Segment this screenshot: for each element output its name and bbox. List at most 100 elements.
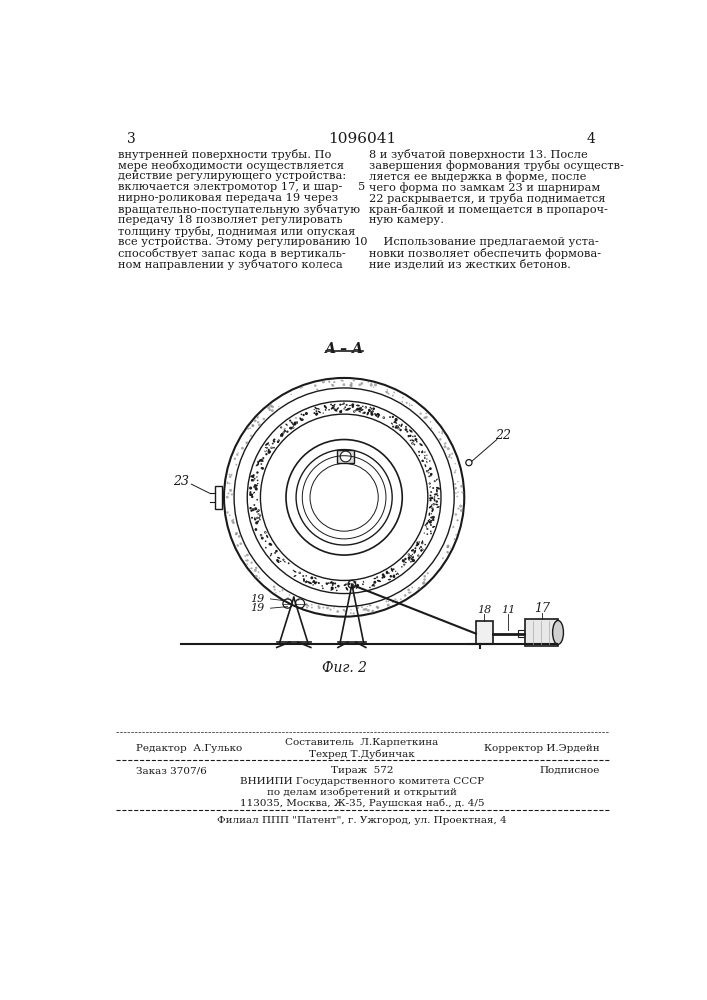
- Ellipse shape: [324, 405, 327, 409]
- Text: ние изделий из жестких бетонов.: ние изделий из жестких бетонов.: [369, 259, 571, 269]
- Circle shape: [254, 507, 257, 510]
- Circle shape: [455, 487, 457, 489]
- Circle shape: [261, 467, 264, 470]
- Circle shape: [273, 447, 275, 449]
- Circle shape: [368, 409, 370, 411]
- Ellipse shape: [395, 421, 397, 424]
- Text: мере необходимости осуществляется: мере необходимости осуществляется: [118, 160, 344, 171]
- Ellipse shape: [299, 417, 302, 421]
- Circle shape: [238, 535, 240, 538]
- Ellipse shape: [280, 433, 283, 437]
- Ellipse shape: [332, 405, 335, 407]
- Text: 11: 11: [501, 605, 515, 615]
- Text: Подписное: Подписное: [539, 766, 600, 775]
- Ellipse shape: [259, 460, 263, 462]
- Circle shape: [368, 604, 371, 606]
- Circle shape: [226, 511, 228, 514]
- Circle shape: [235, 534, 237, 535]
- Ellipse shape: [314, 577, 317, 579]
- Text: 113035, Москва, Ж-35, Раушская наб., д. 4/5: 113035, Москва, Ж-35, Раушская наб., д. …: [240, 798, 484, 808]
- Ellipse shape: [257, 513, 259, 515]
- Circle shape: [430, 495, 431, 496]
- Text: 17: 17: [534, 602, 550, 615]
- Circle shape: [454, 538, 455, 540]
- Ellipse shape: [436, 487, 440, 490]
- Circle shape: [302, 386, 303, 388]
- Circle shape: [410, 591, 411, 593]
- Circle shape: [313, 582, 315, 583]
- Ellipse shape: [289, 427, 291, 429]
- Circle shape: [231, 520, 234, 522]
- Circle shape: [457, 481, 459, 482]
- Ellipse shape: [416, 543, 419, 546]
- Circle shape: [363, 412, 366, 414]
- Circle shape: [457, 508, 460, 510]
- Text: способствует запас кода в вертикаль-: способствует запас кода в вертикаль-: [118, 248, 346, 259]
- Circle shape: [455, 488, 457, 490]
- Circle shape: [246, 554, 249, 556]
- Circle shape: [339, 404, 341, 406]
- Ellipse shape: [426, 461, 428, 463]
- Circle shape: [457, 520, 458, 521]
- Text: Составитель  Л.Карпеткина: Составитель Л.Карпеткина: [286, 738, 438, 747]
- Circle shape: [400, 598, 402, 600]
- Circle shape: [270, 544, 272, 546]
- Circle shape: [330, 404, 332, 405]
- Circle shape: [408, 592, 410, 594]
- Circle shape: [351, 406, 354, 408]
- Circle shape: [358, 383, 361, 386]
- Circle shape: [429, 467, 432, 470]
- Circle shape: [268, 449, 269, 450]
- Circle shape: [250, 561, 253, 564]
- Circle shape: [228, 493, 230, 494]
- Text: Заказ 3707/6: Заказ 3707/6: [136, 766, 207, 775]
- Circle shape: [370, 413, 373, 416]
- Ellipse shape: [250, 511, 252, 512]
- Ellipse shape: [414, 550, 416, 554]
- Circle shape: [327, 583, 328, 585]
- Ellipse shape: [386, 571, 388, 572]
- Circle shape: [393, 568, 395, 570]
- Circle shape: [416, 441, 418, 443]
- Circle shape: [297, 599, 300, 601]
- Circle shape: [312, 580, 315, 582]
- Circle shape: [240, 542, 242, 545]
- Circle shape: [235, 464, 238, 466]
- Circle shape: [296, 417, 297, 419]
- Text: 1096041: 1096041: [328, 132, 396, 146]
- Circle shape: [265, 540, 267, 542]
- Circle shape: [268, 451, 270, 454]
- Circle shape: [431, 427, 432, 429]
- Circle shape: [373, 386, 375, 388]
- Ellipse shape: [431, 508, 434, 512]
- Text: Редактор  А.Гулько: Редактор А.Гулько: [136, 744, 243, 753]
- Circle shape: [460, 509, 463, 512]
- Circle shape: [250, 427, 251, 429]
- Circle shape: [457, 519, 459, 521]
- Circle shape: [293, 423, 296, 426]
- Circle shape: [455, 534, 457, 536]
- Ellipse shape: [377, 413, 380, 416]
- Circle shape: [252, 424, 254, 427]
- Circle shape: [259, 577, 260, 579]
- Circle shape: [374, 383, 377, 386]
- Ellipse shape: [374, 413, 378, 417]
- Circle shape: [405, 426, 407, 428]
- Circle shape: [393, 392, 395, 393]
- Circle shape: [257, 520, 259, 522]
- Circle shape: [250, 507, 251, 509]
- Circle shape: [238, 452, 239, 454]
- Circle shape: [421, 460, 423, 462]
- Ellipse shape: [273, 439, 274, 442]
- Circle shape: [326, 608, 328, 609]
- Circle shape: [388, 393, 390, 395]
- Circle shape: [249, 487, 252, 490]
- Ellipse shape: [431, 507, 433, 509]
- Ellipse shape: [344, 583, 347, 586]
- Ellipse shape: [308, 581, 312, 584]
- Ellipse shape: [378, 414, 380, 418]
- Circle shape: [356, 584, 359, 587]
- Circle shape: [281, 589, 284, 591]
- Circle shape: [368, 382, 369, 383]
- Ellipse shape: [411, 549, 414, 551]
